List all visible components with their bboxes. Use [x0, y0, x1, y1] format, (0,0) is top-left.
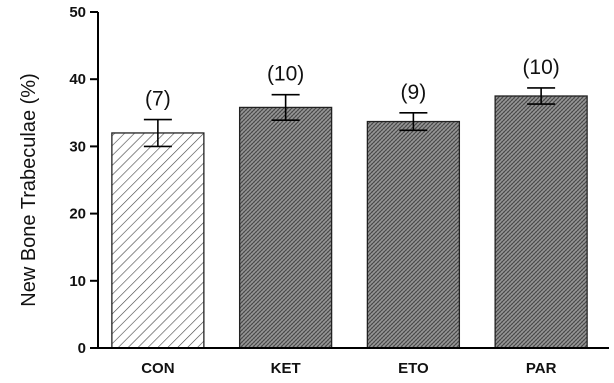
- sample-size-label: (9): [401, 81, 427, 104]
- y-tick-label: 10: [69, 273, 86, 290]
- x-category-label: ETO: [398, 360, 429, 377]
- y-tick-label: 30: [69, 138, 86, 155]
- y-tick-label: 50: [69, 4, 86, 21]
- sample-size-label: (7): [145, 88, 171, 111]
- bar-con: [111, 132, 205, 349]
- x-axis-categories: CON KET ETO PAR: [141, 360, 556, 377]
- y-axis-ticks: 0 10 20 30 40 50: [69, 4, 98, 357]
- bar-ket: [238, 106, 333, 349]
- x-category-label: CON: [141, 360, 174, 377]
- y-tick-label: 40: [69, 71, 86, 88]
- x-category-label: KET: [271, 360, 301, 377]
- sample-size-label: (10): [267, 63, 304, 86]
- bars: (7) (10) (9) (10): [111, 56, 588, 349]
- bar-eto: [366, 120, 461, 349]
- x-category-label: PAR: [526, 360, 557, 377]
- sample-size-label: (10): [522, 56, 559, 79]
- bar-par: [494, 95, 588, 349]
- y-axis-title: New Bone Trabeculae (%): [18, 73, 40, 306]
- y-tick-label: 20: [69, 206, 86, 223]
- y-tick-label: 0: [78, 340, 86, 357]
